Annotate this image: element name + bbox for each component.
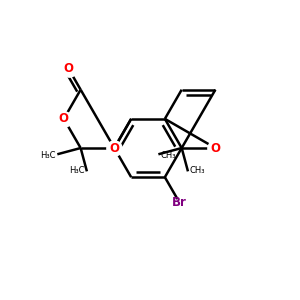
Text: O: O [59, 112, 69, 125]
Text: Br: Br [172, 196, 187, 209]
Text: H₃C: H₃C [69, 166, 85, 175]
Text: CH₃: CH₃ [160, 151, 176, 160]
Text: O: O [64, 62, 74, 75]
Text: O: O [109, 142, 119, 154]
Text: CH₃: CH₃ [190, 166, 206, 175]
Text: H₃C: H₃C [40, 151, 55, 160]
Text: O: O [210, 142, 220, 154]
